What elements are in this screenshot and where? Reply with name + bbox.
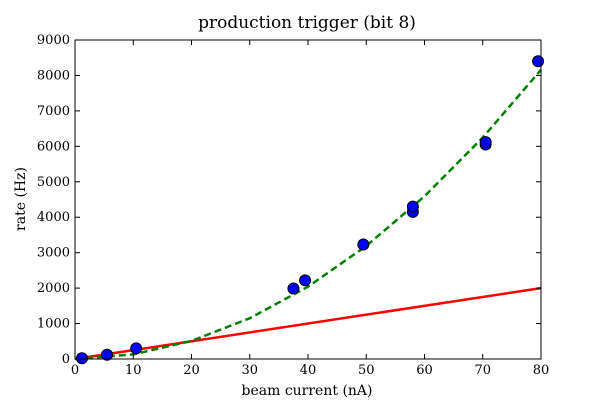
y-tick-label: 0 <box>62 352 70 367</box>
y-tick-label: 1000 <box>37 317 70 332</box>
plot-area <box>74 55 545 365</box>
data-point <box>406 200 419 213</box>
x-tick-label: 80 <box>533 363 550 378</box>
x-tick-label: 10 <box>125 363 142 378</box>
axes: 0 10 20 30 40 50 60 70 80 0 1000 2000 3000 4000 5000 60… <box>37 33 549 378</box>
y-tick-label: 5000 <box>37 175 70 190</box>
data-point <box>479 136 492 149</box>
y-tick-label: 8000 <box>37 68 70 83</box>
y-tick-label: 4000 <box>37 210 70 225</box>
y-tick-label: 2000 <box>37 281 70 296</box>
x-tick-label: 70 <box>474 363 491 378</box>
data-point <box>75 352 88 365</box>
quadratic-fit-line <box>74 68 542 361</box>
x-tick-label: 0 <box>71 363 79 378</box>
chart-title: production trigger (bit 8) <box>198 13 416 33</box>
data-point <box>101 348 114 361</box>
data-point <box>299 274 312 287</box>
data-point <box>532 55 545 68</box>
data-point <box>287 282 300 295</box>
x-tick-label: 60 <box>416 363 433 378</box>
y-tick-label: 7000 <box>37 104 70 119</box>
data-point <box>130 342 143 355</box>
y-tick-label: 9000 <box>37 33 70 48</box>
linear-fit-line <box>74 286 542 361</box>
x-tick-label: 50 <box>358 363 375 378</box>
y-axis-label: rate (Hz) <box>13 167 29 231</box>
x-axis-label: beam current (nA) <box>242 383 373 399</box>
y-tick-label: 3000 <box>37 246 70 261</box>
x-tick-label: 20 <box>183 363 200 378</box>
x-tick-label: 40 <box>300 363 317 378</box>
plot-frame <box>74 39 542 360</box>
data-point <box>357 238 370 251</box>
x-tick-label: 30 <box>241 363 258 378</box>
y-tick-label: 6000 <box>37 139 70 154</box>
